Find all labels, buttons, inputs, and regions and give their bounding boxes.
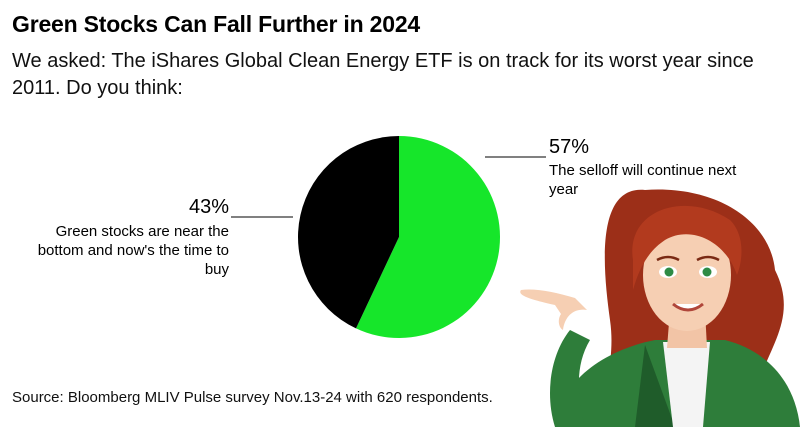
slice-label-bottom-line1: Green stocks are near the <box>56 223 229 240</box>
right-brow <box>696 255 720 262</box>
right-iris <box>702 267 712 277</box>
face <box>643 219 731 331</box>
slice-value-label-bottom: 43% <box>189 196 229 218</box>
slice-value-label-selloff: 57% <box>549 136 589 158</box>
left-iris <box>664 267 674 277</box>
slice-label-selloff-line2: year <box>549 181 578 198</box>
pie-slice-bottom <box>297 136 399 329</box>
pointing-hand <box>520 289 587 330</box>
left-brow <box>656 255 680 262</box>
slice-label-bottom-line3: buy <box>205 261 230 278</box>
slice-label-bottom-line2: bottom and now's the time to <box>38 242 229 259</box>
chart-subtitle: We asked: The iShares Global Clean Energ… <box>12 50 754 99</box>
source-note: Source: Bloomberg MLIV Pulse survey Nov.… <box>12 389 493 406</box>
hair-front <box>632 205 742 290</box>
chart-title: Green Stocks Can Fall Further in 2024 <box>12 11 421 37</box>
jacket-shade <box>635 345 675 427</box>
pie-slice-selloff <box>355 136 500 339</box>
woman-pointing-illustration <box>520 189 800 427</box>
smile <box>672 302 704 312</box>
slice-label-selloff-line1: The selloff will continue next <box>549 162 737 179</box>
pointing-arm <box>550 330 590 427</box>
shirt <box>663 342 710 427</box>
